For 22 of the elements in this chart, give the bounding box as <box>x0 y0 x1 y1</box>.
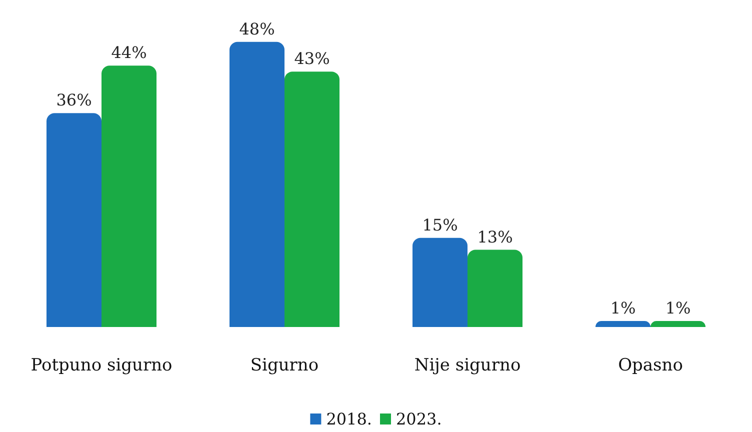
bar <box>596 321 650 327</box>
bar <box>284 72 340 327</box>
legend-label: 2018. <box>326 410 372 428</box>
data-label: 15% <box>422 215 458 234</box>
x-tick-label: Potpuno sigurno <box>30 356 172 376</box>
data-label: 36% <box>56 90 92 110</box>
x-tick-label: Nije sigurno <box>414 356 521 376</box>
bar <box>468 250 522 327</box>
data-label: 44% <box>111 43 147 62</box>
legend-label: 2023. <box>396 410 442 428</box>
data-label: 43% <box>294 49 330 68</box>
bar <box>412 238 468 327</box>
bar <box>650 321 706 327</box>
bar <box>230 42 284 327</box>
data-label: 13% <box>477 227 513 246</box>
bar <box>102 66 156 327</box>
x-tick-label: Opasno <box>618 356 683 376</box>
bar <box>46 113 102 327</box>
data-label: 1% <box>665 298 691 318</box>
x-tick-label: Sigurno <box>250 356 319 376</box>
data-label: 48% <box>239 19 275 38</box>
data-label: 1% <box>610 298 636 318</box>
